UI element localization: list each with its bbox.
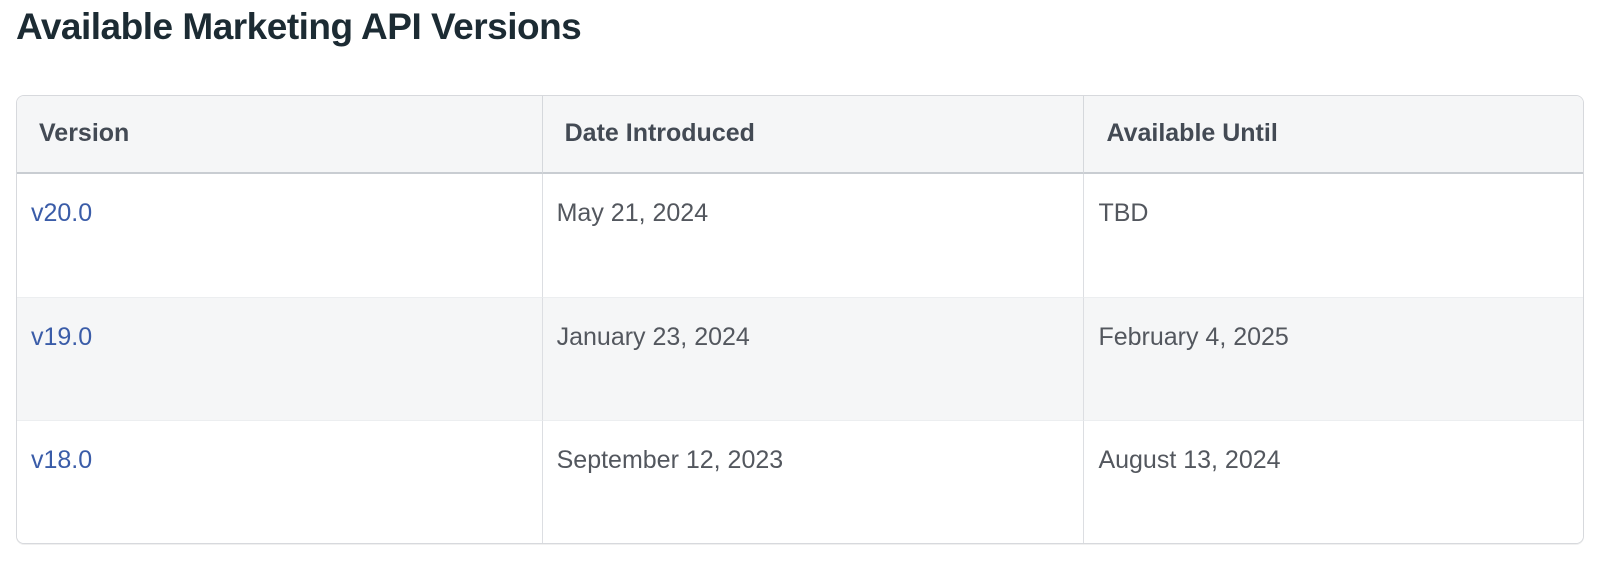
- column-header-available-until: Available Until: [1083, 95, 1583, 174]
- version-link-v19[interactable]: v19.0: [31, 322, 93, 351]
- versions-table: Version Date Introduced Available Until …: [17, 95, 1583, 543]
- table-body: v20.0 May 21, 2024 TBD v19.0 January 23,…: [17, 173, 1583, 543]
- cell-version: v19.0: [17, 296, 542, 420]
- version-link-v18[interactable]: v18.0: [31, 445, 93, 474]
- cell-available-until: August 13, 2024: [1083, 419, 1583, 543]
- versions-table-container: Version Date Introduced Available Until …: [16, 94, 1584, 544]
- cell-version: v18.0: [17, 419, 542, 543]
- cell-available-until: TBD: [1083, 173, 1583, 297]
- column-header-version: Version: [17, 95, 542, 174]
- cell-date-introduced: May 21, 2024: [541, 173, 1084, 297]
- version-link-v20[interactable]: v20.0: [31, 198, 93, 227]
- column-header-date-introduced: Date Introduced: [541, 95, 1084, 174]
- header-row: Version Date Introduced Available Until: [17, 95, 1583, 174]
- table-row-v20: v20.0 May 21, 2024 TBD: [17, 173, 1583, 297]
- table-header: Version Date Introduced Available Until: [17, 95, 1583, 174]
- table-row-v18: v18.0 September 12, 2023 August 13, 2024: [17, 419, 1583, 543]
- cell-version: v20.0: [17, 173, 542, 297]
- table-row-v19: v19.0 January 23, 2024 February 4, 2025: [17, 296, 1583, 420]
- page-title: Available Marketing API Versions: [16, 6, 582, 47]
- cell-date-introduced: January 23, 2024: [541, 296, 1084, 420]
- cell-date-introduced: September 12, 2023: [541, 419, 1084, 543]
- cell-available-until: February 4, 2025: [1083, 296, 1583, 420]
